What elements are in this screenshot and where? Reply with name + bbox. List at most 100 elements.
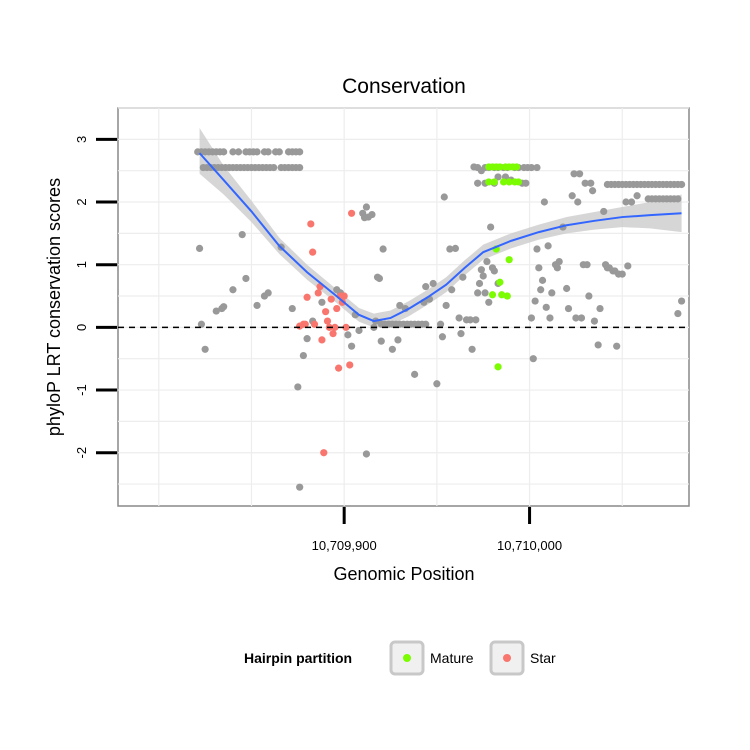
star-point-3 [303, 293, 311, 301]
y-axis: -2 -1 0 1 2 3 [74, 136, 117, 459]
mature-point-7 [512, 163, 521, 171]
other-point-157 [533, 245, 541, 253]
other-point-181 [585, 292, 593, 300]
other-point-179 [581, 179, 589, 187]
other-point-172 [568, 192, 576, 200]
legend-dot-mature [403, 654, 411, 662]
other-point-125 [485, 298, 493, 306]
other-point-124 [481, 289, 489, 297]
grid [118, 107, 689, 506]
other-point-17 [275, 148, 283, 156]
smooth-trend-line [198, 152, 682, 323]
star-point-4 [307, 220, 315, 228]
other-point-13 [253, 148, 261, 156]
mature-point-16 [498, 291, 506, 299]
other-point-167 [553, 264, 561, 272]
other-point-55 [238, 231, 246, 239]
other-point-110 [446, 245, 454, 253]
other-point-160 [538, 276, 547, 284]
mature-point-11 [505, 178, 513, 186]
other-point-171 [564, 304, 573, 313]
star-point-12 [327, 295, 335, 303]
y-tick-label-4: 2 [74, 198, 89, 205]
other-point-71 [347, 342, 356, 350]
x-axis-label: Genomic Position [333, 564, 474, 584]
star-point-10 [322, 308, 330, 316]
legend-label-mature: Mature [430, 650, 474, 666]
other-point-8 [229, 148, 237, 156]
other-point-161 [540, 198, 548, 206]
legend: Hairpin partition Mature Star [244, 640, 556, 676]
other-point-97 [394, 336, 402, 344]
confidence-band [199, 128, 682, 328]
other-point-70 [344, 331, 352, 339]
other-point-197 [624, 262, 632, 270]
other-point-129 [490, 267, 498, 275]
legend-label-star: Star [530, 650, 556, 666]
other-point-173 [570, 170, 578, 178]
other-point-162 [542, 303, 550, 311]
mature-point-3 [496, 163, 504, 171]
other-point-176 [576, 170, 584, 178]
other-point-177 [577, 314, 586, 322]
other-point-122 [477, 266, 485, 274]
other-point-119 [472, 316, 480, 324]
other-point-159 [537, 286, 545, 294]
other-point-9 [234, 148, 243, 156]
other-point-185 [594, 341, 602, 349]
other-point-187 [600, 207, 608, 216]
other-point-112 [451, 244, 460, 252]
other-point-180 [583, 261, 591, 269]
other-point-106 [436, 320, 445, 328]
mature-point-19 [505, 256, 513, 264]
y-tick-label-5: 3 [74, 136, 89, 143]
star-point-19 [340, 292, 348, 300]
other-point-183 [588, 187, 597, 195]
other-point-83 [377, 337, 385, 345]
other-point-105 [433, 380, 441, 388]
x-axis: 10,709,900 10,710,000 [312, 507, 562, 553]
y-tick-label-2: 0 [74, 324, 89, 331]
other-point-123 [479, 272, 487, 280]
other-point-102 [422, 283, 430, 291]
other-point-95 [422, 320, 430, 328]
other-point-149 [494, 173, 502, 181]
other-point-79 [362, 450, 371, 458]
star-point-6 [310, 320, 319, 328]
other-point-67 [318, 298, 326, 306]
y-tick-label-1: -1 [74, 384, 89, 396]
other-point-156 [531, 297, 539, 305]
other-point-174 [572, 314, 580, 322]
star-point-22 [347, 209, 356, 217]
other-point-109 [442, 301, 450, 310]
mature-point-10 [500, 178, 508, 186]
other-point-163 [544, 242, 552, 250]
other-point-117 [466, 316, 474, 324]
legend-dot-star [503, 654, 511, 662]
other-point-81 [375, 274, 383, 283]
y-tick-label-3: 1 [74, 261, 89, 268]
mature-point-13 [514, 178, 523, 186]
other-point-15 [264, 148, 272, 156]
x-tick-label-1: 10,710,000 [497, 538, 562, 553]
other-point-73 [355, 326, 363, 335]
other-point-193 [613, 342, 621, 350]
other-point-57 [253, 301, 261, 310]
other-point-155 [529, 355, 537, 363]
other-point-145 [533, 163, 541, 172]
star-point-15 [333, 304, 341, 313]
other-point-65 [303, 335, 311, 343]
other-point-108 [440, 193, 448, 201]
star-point-9 [318, 336, 326, 344]
other-point-63 [296, 483, 304, 491]
star-point-2 [301, 320, 309, 328]
other-point-76 [362, 203, 371, 211]
other-point-146 [474, 179, 482, 187]
other-point-186 [596, 304, 604, 313]
other-point-107 [438, 333, 447, 341]
other-point-82 [379, 245, 387, 253]
other-point-202 [674, 309, 682, 318]
y-axis-label: phyloP LRT conservation scores [44, 178, 64, 436]
other-point-195 [618, 270, 626, 278]
star-point-5 [309, 248, 317, 256]
